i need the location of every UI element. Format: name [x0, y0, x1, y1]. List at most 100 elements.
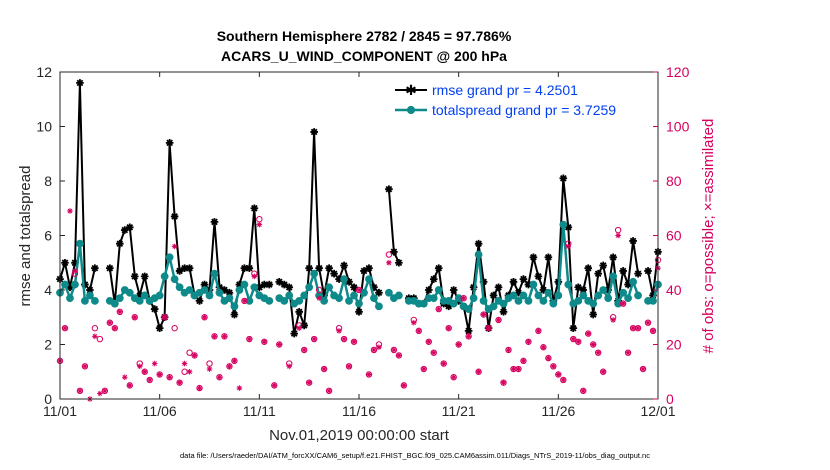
rmse-point: [265, 280, 274, 289]
rmse-point: [629, 237, 637, 245]
totalspread-point: [86, 291, 94, 300]
totalspread-point: [125, 288, 134, 297]
totalspread-point: [170, 275, 179, 284]
totalspread-point: [479, 297, 488, 305]
totalspread-point: [634, 291, 642, 300]
totalspread-point: [549, 299, 558, 308]
obs-assimilated-marker: [635, 325, 641, 331]
obs-assimilated-marker: [181, 360, 188, 367]
rmse-point: [494, 283, 503, 292]
rmse-point: [524, 280, 533, 289]
totalspread-point: [619, 288, 628, 297]
totalspread-point: [524, 297, 533, 305]
totalspread-point: [559, 220, 568, 229]
totalspread-point: [509, 291, 518, 300]
obs-assimilated-marker: [615, 232, 621, 239]
rmse-point: [315, 264, 323, 272]
totalspread-point: [350, 291, 358, 300]
rmse-point: [474, 239, 483, 248]
y-left-tick-label: 10: [36, 119, 52, 135]
obs-possible-marker: [186, 349, 193, 356]
obs-assimilated-marker: [92, 333, 98, 340]
y-right-tick-label: 40: [666, 282, 682, 298]
rmse-point: [330, 269, 338, 278]
obs-assimilated-marker: [465, 333, 472, 340]
totalspread-point: [579, 291, 588, 300]
rmse-point: [285, 283, 294, 292]
rmse-point: [200, 280, 209, 289]
obs-assimilated-marker: [386, 259, 392, 266]
obs-assimilated-marker: [610, 317, 616, 323]
totalspread-point: [594, 291, 603, 300]
series-layer: [56, 79, 662, 338]
rmse-point: [345, 278, 353, 286]
obs-assimilated-marker: [246, 336, 253, 342]
rmse-point: [644, 267, 652, 275]
rmse-point: [429, 275, 438, 283]
totalspread-point: [61, 280, 69, 289]
obs-assimilated-marker: [510, 366, 517, 372]
totalspread-point: [110, 299, 119, 308]
totalspread-point: [574, 297, 583, 305]
totalspread-point: [310, 269, 319, 278]
x-tick-label: 11/26: [541, 403, 575, 419]
obs-assimilated-marker: [425, 338, 432, 345]
rmse-point: [599, 261, 607, 270]
totalspread-point: [434, 286, 443, 294]
obs-assimilated-marker: [102, 388, 108, 394]
totalspread-point: [200, 286, 209, 294]
obs-assimilated-marker: [396, 352, 402, 359]
totalspread-series: [56, 220, 662, 313]
footnote: data file: /Users/raeder/DAI/ATM_forcXX/…: [180, 451, 650, 460]
totalspread-point: [554, 291, 563, 300]
rmse-point: [175, 267, 184, 275]
obs-assimilated-marker: [151, 360, 158, 367]
obs-assimilated-marker: [450, 374, 457, 380]
rmse-point: [579, 286, 588, 294]
y-right-tick-label: 0: [666, 391, 674, 407]
rmse-point: [365, 264, 373, 272]
totalspread-point: [474, 250, 483, 259]
totalspread-point: [419, 299, 428, 308]
rmse-point: [355, 308, 363, 316]
obs-assimilated-marker: [316, 295, 322, 301]
totalspread-point: [225, 294, 234, 303]
plot-area: 11/01 11/06 11/11 11/16 11/21 11/26 12/01 0 2 4 6…: [36, 64, 689, 419]
obs-assimilated-marker: [560, 377, 567, 383]
obs-assimilated-marker: [540, 344, 547, 351]
y-left-tick-label: 12: [36, 64, 52, 80]
obs-assimilated-marker: [131, 314, 138, 321]
totalspread-point: [609, 272, 618, 281]
obs-assimilated-marker: [62, 325, 68, 331]
legend-spread-label: totalspread grand pr = 3.7259: [432, 102, 616, 118]
totalspread-point: [320, 297, 329, 305]
obs-assimilated-marker: [520, 358, 527, 364]
obs-assimilated-marker: [201, 314, 208, 321]
y-right-tick-label: 20: [666, 337, 682, 353]
totalspread-point: [175, 283, 184, 292]
chart-title: Southern Hemisphere 2782 / 2845 = 97.786…: [217, 28, 512, 44]
rmse-point: [499, 308, 508, 316]
totalspread-point: [469, 294, 478, 303]
obs-assimilated-marker: [271, 382, 278, 389]
obs-assimilated-marker: [276, 341, 283, 348]
totalspread-point: [464, 305, 473, 313]
totalspread-point: [230, 302, 239, 311]
rmse-point: [135, 291, 144, 300]
obs-assimilated-marker: [261, 338, 268, 345]
totalspread-point: [599, 286, 608, 294]
obs-assimilated-marker: [161, 314, 168, 321]
y-right-tick-label: 100: [666, 119, 690, 135]
obs-assimilated-marker: [351, 338, 357, 345]
obs-assimilated-marker: [570, 336, 577, 342]
x-tick-label: 12/01: [640, 403, 675, 419]
chart-subtitle: ACARS_U_WIND_COMPONENT @ 200 hPa: [221, 48, 507, 64]
obs-assimilated-marker: [460, 295, 467, 301]
obs-assimilated-marker: [341, 336, 347, 342]
rmse-point: [180, 264, 189, 272]
rmse-point: [81, 280, 89, 289]
rmse-point: [514, 288, 523, 297]
rmse-point: [225, 288, 234, 297]
obs-assimilated-marker: [126, 382, 133, 389]
obs-assimilated-marker: [590, 341, 597, 348]
